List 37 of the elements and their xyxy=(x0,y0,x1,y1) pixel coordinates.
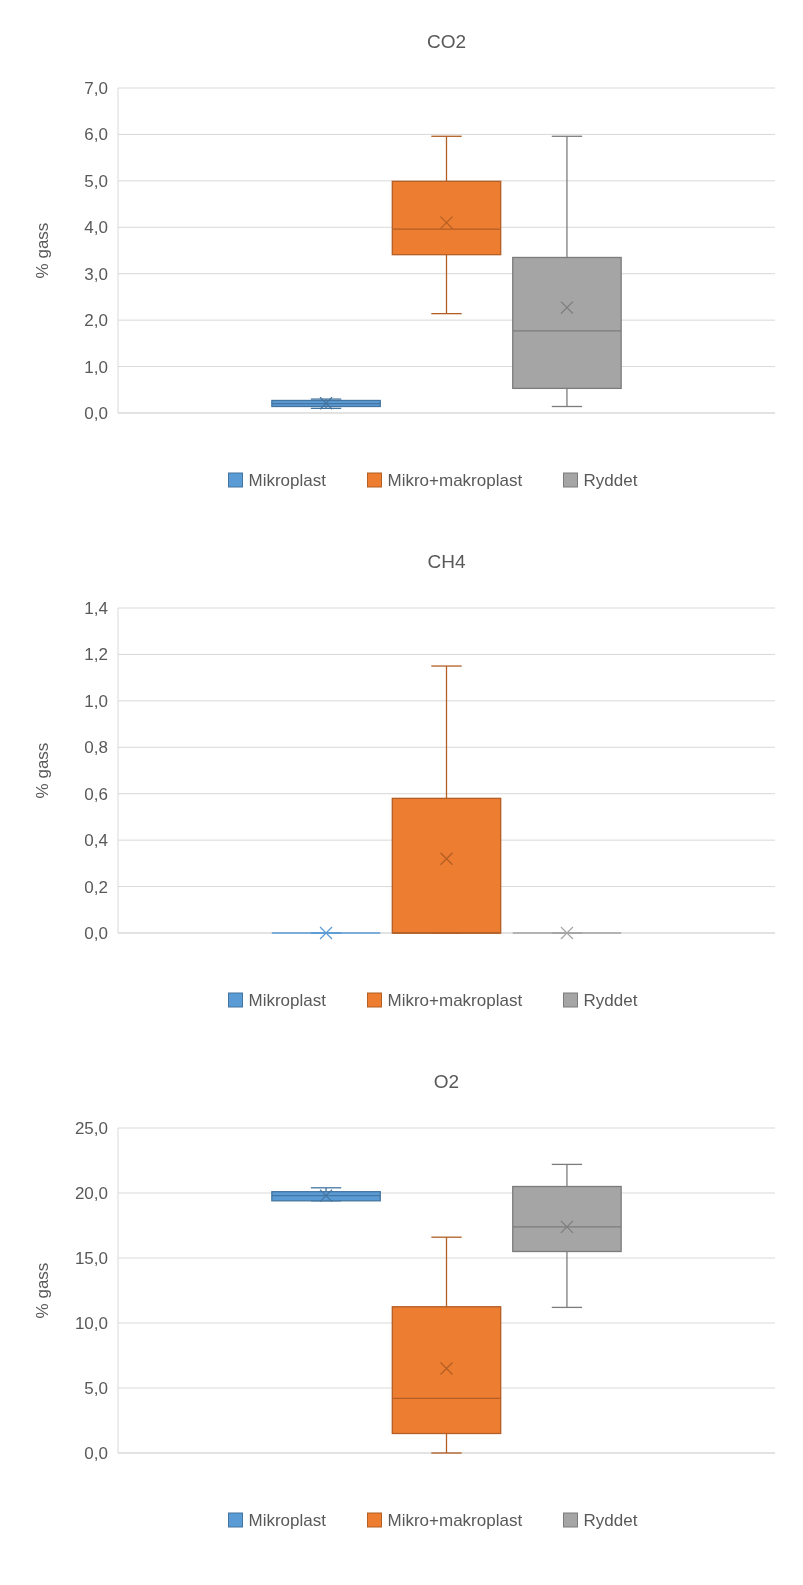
y-tick-label: 0,6 xyxy=(84,784,108,804)
y-tick-label: 1,0 xyxy=(84,691,108,711)
y-tick-label: 5,0 xyxy=(84,1378,108,1398)
legend-label: Ryddet xyxy=(583,990,638,1010)
y-tick-label: 1,2 xyxy=(84,645,108,665)
y-tick-label: 25,0 xyxy=(74,1118,108,1138)
y-tick-label: 0,0 xyxy=(84,403,108,423)
y-tick-label: 3,0 xyxy=(84,264,108,284)
y-axis-title: % gass xyxy=(33,222,52,279)
y-tick-label: 15,0 xyxy=(74,1248,108,1268)
legend-label: Mikro+makroplast xyxy=(387,1510,523,1530)
y-tick-label: 10,0 xyxy=(74,1313,108,1333)
y-axis-title: % gass xyxy=(33,1262,52,1319)
chart-title: O2 xyxy=(433,1071,460,1092)
legend-label: Ryddet xyxy=(583,1510,638,1530)
y-tick-label: 20,0 xyxy=(74,1183,108,1203)
y-tick-label: 0,8 xyxy=(84,738,108,758)
y-tick-label: 5,0 xyxy=(84,171,108,191)
y-tick-label: 0,0 xyxy=(84,1443,108,1463)
y-axis-title: % gass xyxy=(33,742,52,799)
legend-label: Mikroplast xyxy=(248,990,327,1010)
legend-label: Mikro+makroplast xyxy=(387,470,523,490)
y-tick-label: 4,0 xyxy=(84,218,108,238)
y-tick-label: 1,0 xyxy=(84,357,108,377)
legend-label: Mikro+makroplast xyxy=(387,990,523,1010)
y-tick-label: 7,0 xyxy=(84,78,108,98)
y-tick-label: 0,2 xyxy=(84,877,108,897)
y-tick-label: 1,4 xyxy=(84,598,108,618)
legend-label: Mikroplast xyxy=(248,470,327,490)
chart-title: CO2 xyxy=(426,31,467,52)
chart-title: CH4 xyxy=(427,551,466,572)
legend-label: Mikroplast xyxy=(248,1510,327,1530)
y-tick-label: 2,0 xyxy=(84,311,108,331)
y-tick-label: 6,0 xyxy=(84,125,108,145)
y-tick-label: 0,4 xyxy=(84,831,108,851)
legend-label: Ryddet xyxy=(583,470,638,490)
y-tick-label: 0,0 xyxy=(84,923,108,943)
